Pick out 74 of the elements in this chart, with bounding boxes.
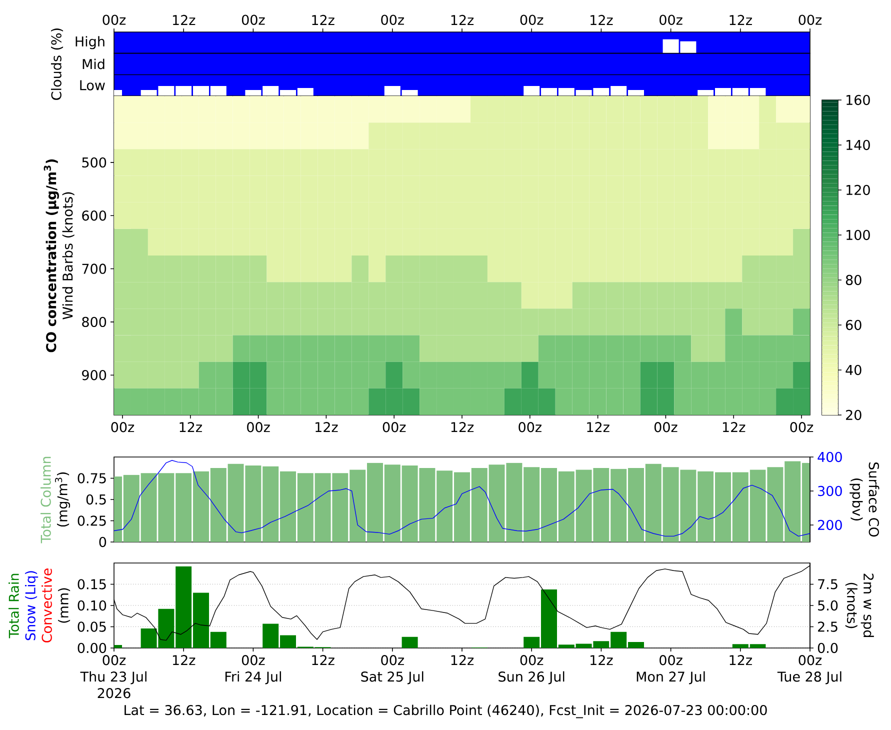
text: Total Rain [8, 574, 19, 638]
y-tick-label: 700 [82, 264, 106, 274]
y-tick-label: 800 [82, 316, 106, 328]
x-tick-label: 12z [180, 422, 202, 432]
x-tick-label: 00z Sun 26 Jul [498, 655, 564, 684]
x-tick-label: 00z [242, 14, 265, 25]
x-tick-label: 00z [518, 422, 542, 432]
x-tick-label: 12z [316, 422, 338, 432]
legend-label: Convective [42, 568, 52, 642]
y2-tick-label: 200 [818, 520, 842, 530]
x-tick-label: 00z Fri 24 Jul [225, 655, 281, 684]
y2-tick-label: 7.5 [818, 579, 838, 590]
y-tick-label: 0 [99, 536, 106, 548]
x-tick-label: 12z [451, 14, 474, 25]
y-tick-label: 0.05 [78, 622, 106, 632]
x-tick-label: 12z [730, 14, 752, 25]
x-tick-label: 12z [587, 422, 610, 432]
x-tick-label: 00z [654, 422, 678, 432]
y-tick-label: 0.25 [78, 516, 106, 526]
color-bar-label: 60 [846, 320, 862, 330]
color-bar-label: 120 [846, 184, 870, 196]
x-tick-label: 12z [172, 14, 196, 25]
color-bar-label: 100 [846, 230, 870, 240]
legend-label: Snow (Liq) [25, 571, 38, 640]
text: Total Column [40, 456, 51, 544]
color-bar-label: 160 [846, 94, 870, 106]
y-tick-label: 0.15 [78, 579, 106, 590]
y-tick-label: 600 [82, 210, 106, 221]
x-tick-label: 12z [451, 655, 474, 666]
x-tick-label: 00z [520, 14, 544, 25]
x-tick-label: 12z [590, 655, 613, 666]
x-tick-label: 12z [312, 655, 334, 666]
text: Mid [82, 58, 104, 70]
y-axis-title: (mg/m$^{3}$) [54, 472, 70, 527]
x-tick-label: 00z Tue 28 Jul [777, 655, 842, 684]
y2-axis-title: 2m w spd (knots) [845, 574, 874, 638]
text: CO concentration (μg/m$^{3}$) Wind Barbs (knots) [44, 159, 74, 352]
x-tick-label: 00z Mon 27 Jul [636, 655, 705, 684]
color-bar-label: 40 [846, 364, 862, 376]
x-tick-label: 00z [660, 14, 682, 25]
y-tick-label: 500 [82, 157, 106, 168]
y-axis-title: High [76, 36, 104, 50]
x-tick-label: 12z [451, 422, 474, 432]
x-tick-label: 00z [102, 14, 126, 25]
y-axis-title: (mm) [58, 588, 70, 623]
x-tick-label: 00z [798, 14, 822, 25]
x-tick-label: 12z [590, 14, 613, 25]
color-bar-label: 80 [846, 274, 862, 286]
x-tick-label: 12z [172, 655, 196, 666]
x-tick-label: 00z [247, 422, 270, 432]
x-tick-label: 00z [111, 422, 134, 432]
x-tick-label: 00z [790, 422, 814, 432]
y-tick-label: 0.5 [86, 494, 106, 505]
y-tick-label: 0.10 [78, 600, 106, 611]
x-tick-label: 12z [312, 14, 334, 25]
y2-tick-label: 300 [818, 486, 842, 496]
y-tick-label: 0.75 [78, 473, 106, 484]
y-tick-label: 0.00 [78, 642, 106, 654]
text: Lat = 36.63, Lon = -121.91, Location = Cabrillo Point (46240), Fcst_Init = 2026-07-23 00:00:00 [124, 704, 767, 718]
text: Clouds (%) [50, 28, 64, 100]
x-tick-label: 00z Sat 25 Jul [361, 655, 424, 684]
x-tick-label: 00z Thu 23 Jul 2026 [80, 655, 146, 698]
x-tick-label: 00z [382, 422, 406, 432]
y2-tick-label: 0.0 [818, 642, 838, 654]
x-tick-label: 12z [730, 655, 752, 666]
y2-axis-title: Surface CO (ppbv) [850, 462, 880, 537]
x-tick-label: 12z [722, 422, 746, 432]
y2-tick-label: 400 [818, 452, 842, 462]
y2-tick-label: 5.0 [818, 600, 838, 611]
x-tick-label: 00z [381, 14, 404, 25]
color-bar-label: 140 [846, 140, 870, 150]
color-bar-label: 20 [846, 410, 862, 420]
y2-tick-label: 2.5 [818, 622, 838, 632]
y-tick-label: 900 [82, 370, 106, 380]
